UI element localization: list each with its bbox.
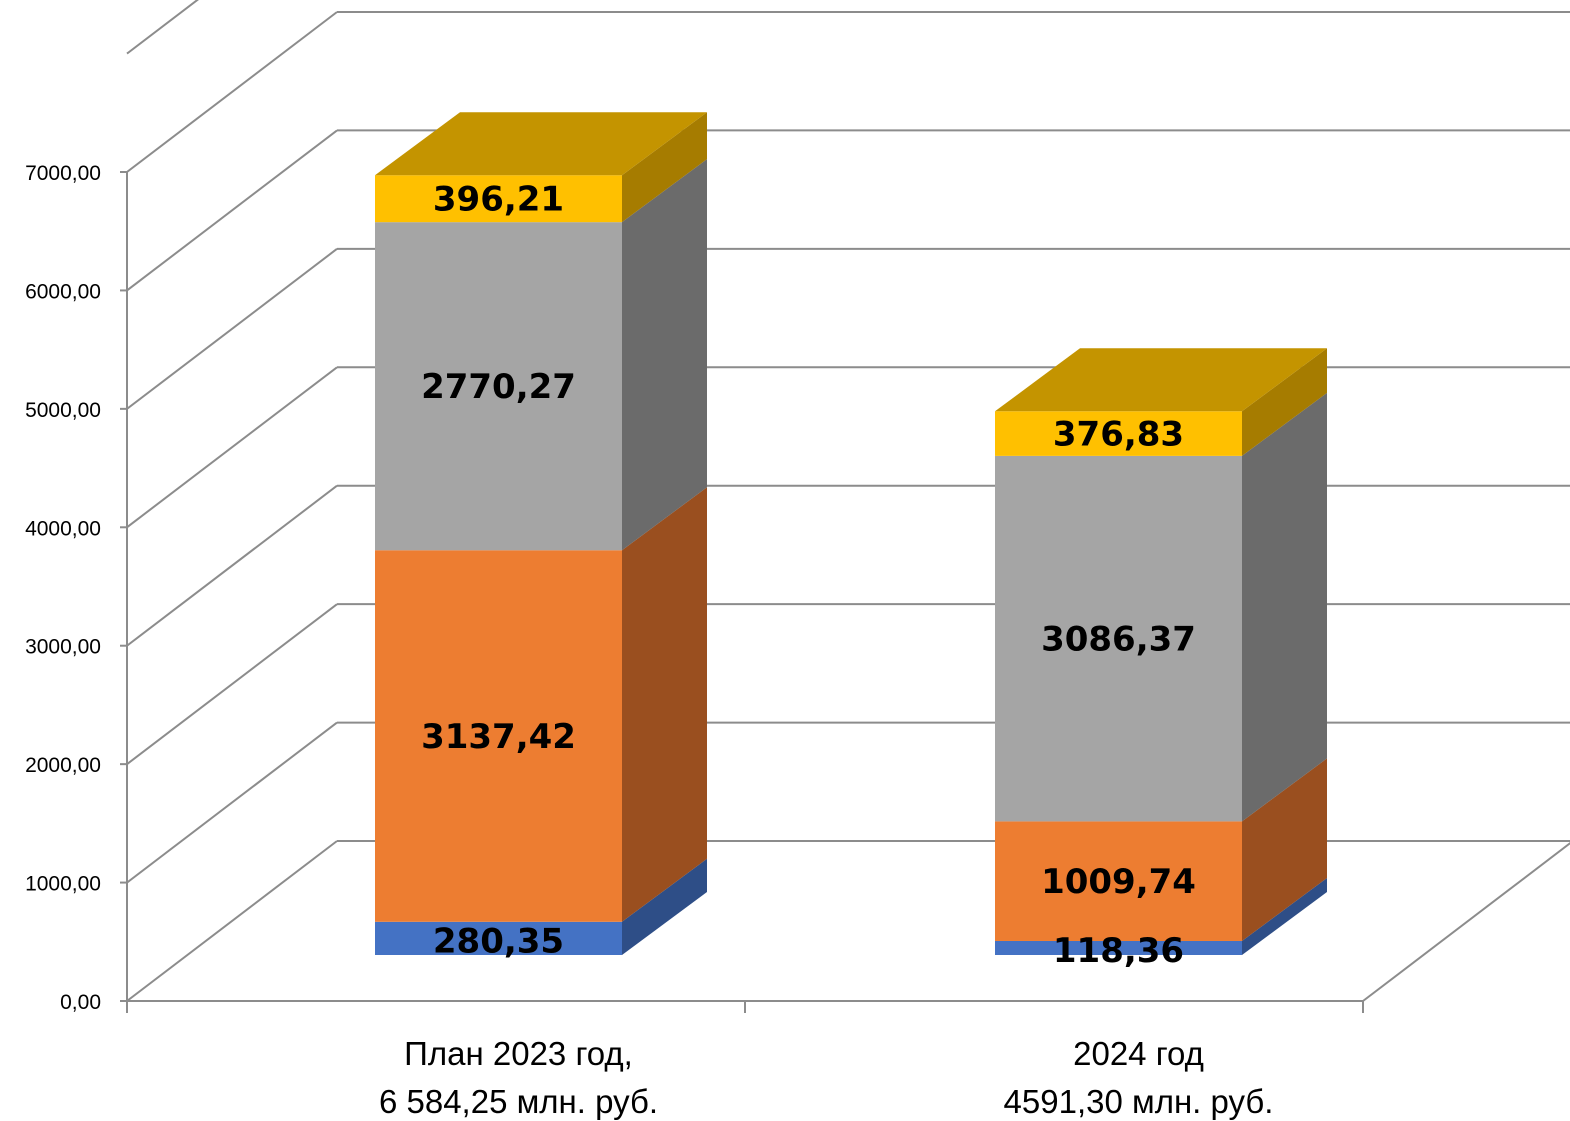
bar-segment-0-0 bbox=[375, 858, 707, 955]
category-label: План 2023 год, 6 584,25 млн. руб. bbox=[379, 1035, 658, 1120]
bar-side-face bbox=[1242, 877, 1327, 955]
bar-front-face bbox=[995, 940, 1242, 955]
data-label: 1009,74 bbox=[1041, 862, 1196, 902]
bar-side-face bbox=[1242, 758, 1327, 941]
bar-segment-0-3 bbox=[375, 112, 707, 223]
gridline-8 bbox=[126, 0, 199, 55]
bar-front-face bbox=[375, 175, 622, 223]
bar-segment-1-1 bbox=[995, 758, 1327, 941]
bar-side-face bbox=[622, 487, 707, 922]
data-label: 2770,27 bbox=[421, 367, 576, 407]
gridline-6 bbox=[126, 129, 1570, 292]
bar-front-face bbox=[995, 455, 1242, 822]
gridline-0 bbox=[126, 840, 1570, 1002]
data-label: 396,21 bbox=[433, 180, 564, 220]
bar-segment-0-2 bbox=[375, 159, 707, 551]
bar-side-face bbox=[622, 858, 707, 955]
data-labels: 280,35 3137,42 2770,27 396,21 118,36 1009,74 3… bbox=[421, 180, 1196, 971]
bars bbox=[375, 112, 1327, 955]
gridline-2 bbox=[126, 603, 1570, 765]
bar-front-face bbox=[375, 550, 622, 922]
gridline-4 bbox=[126, 366, 1570, 529]
data-label: 376,83 bbox=[1053, 415, 1184, 455]
floor-right-edge bbox=[1362, 842, 1570, 1002]
bar-segment-1-2 bbox=[995, 392, 1327, 822]
y-tick-label: 3000,00 bbox=[25, 636, 101, 659]
bar-segment-1-3 bbox=[995, 348, 1327, 456]
data-label: 3086,37 bbox=[1041, 620, 1196, 660]
y-tick-label: 4000,00 bbox=[25, 517, 101, 540]
category-labels: План 2023 год, 6 584,25 млн. руб. 2024 год… bbox=[379, 1035, 1273, 1120]
axes: 0,00 1000,00 2000,00 3000,00 4000,00 5000,00 6… bbox=[25, 162, 1364, 1014]
bar-side-face bbox=[622, 159, 707, 551]
gridline-3 bbox=[126, 484, 1570, 647]
data-label: 280,35 bbox=[433, 921, 564, 961]
chart-walls bbox=[1362, 842, 1570, 1002]
bar-front-face bbox=[995, 821, 1242, 941]
data-label: 118,36 bbox=[1053, 931, 1184, 971]
bar-side-face bbox=[622, 112, 707, 223]
category-label: 2024 год 4591,30 млн. руб. bbox=[1004, 1035, 1274, 1120]
y-tick-label: 6000,00 bbox=[25, 280, 101, 303]
gridlines bbox=[126, 0, 1570, 1002]
gridline-1 bbox=[126, 721, 1570, 884]
y-tick-label: 7000,00 bbox=[25, 162, 101, 185]
bar-segment-0-1 bbox=[375, 487, 707, 922]
y-tick-label: 1000,00 bbox=[25, 873, 101, 896]
bar-side-face bbox=[1242, 348, 1327, 456]
y-tick-label: 5000,00 bbox=[25, 399, 101, 422]
data-label: 3137,42 bbox=[421, 717, 576, 757]
gridline-7 bbox=[126, 11, 1570, 173]
y-tick-label: 0,00 bbox=[60, 991, 101, 1014]
bar-front-face bbox=[995, 411, 1242, 456]
y-tick-label: 2000,00 bbox=[25, 754, 101, 777]
bar-segment-1-0 bbox=[995, 877, 1327, 955]
bar-side-face bbox=[1242, 392, 1327, 822]
bar-front-face bbox=[375, 921, 622, 955]
gridline-5 bbox=[126, 247, 1570, 410]
bar-top-face bbox=[375, 112, 707, 176]
bar-top-face bbox=[995, 348, 1327, 412]
bar-front-face bbox=[375, 222, 622, 551]
